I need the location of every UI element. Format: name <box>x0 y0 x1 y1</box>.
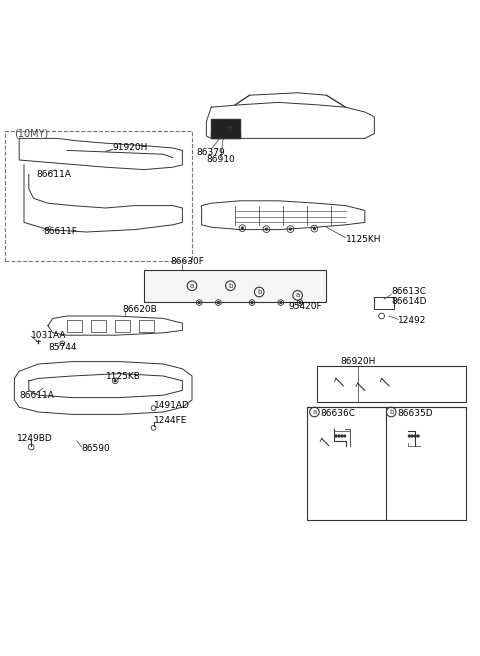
Text: 86614D: 86614D <box>391 297 427 306</box>
FancyBboxPatch shape <box>139 320 154 332</box>
FancyBboxPatch shape <box>144 270 326 302</box>
Circle shape <box>289 228 291 230</box>
Text: 86620B: 86620B <box>122 305 157 314</box>
Circle shape <box>265 228 267 230</box>
Circle shape <box>408 435 410 437</box>
FancyBboxPatch shape <box>91 320 106 332</box>
FancyBboxPatch shape <box>67 320 82 332</box>
Text: a: a <box>190 283 194 289</box>
Text: 86630F: 86630F <box>170 257 204 266</box>
Text: 86379: 86379 <box>197 148 226 157</box>
Text: 1491AD: 1491AD <box>154 401 190 410</box>
Text: 85744: 85744 <box>48 342 76 352</box>
Text: 86611A: 86611A <box>36 170 71 179</box>
Circle shape <box>417 435 419 437</box>
Text: a: a <box>312 409 316 415</box>
Polygon shape <box>211 119 240 138</box>
Text: 86910: 86910 <box>206 155 235 163</box>
Circle shape <box>114 380 116 382</box>
Text: b: b <box>389 409 394 415</box>
Circle shape <box>414 435 416 437</box>
Circle shape <box>341 435 343 437</box>
Circle shape <box>241 227 243 229</box>
Text: 86590: 86590 <box>82 445 110 453</box>
Text: 86635D: 86635D <box>397 409 433 418</box>
FancyBboxPatch shape <box>307 407 466 520</box>
FancyBboxPatch shape <box>317 367 466 402</box>
Circle shape <box>299 302 301 304</box>
Circle shape <box>335 435 337 437</box>
Text: 86636C: 86636C <box>321 409 356 418</box>
Circle shape <box>198 302 200 304</box>
Text: 86920H: 86920H <box>341 357 376 366</box>
Circle shape <box>217 302 219 304</box>
Text: b: b <box>228 283 233 289</box>
Text: 86613C: 86613C <box>391 287 426 297</box>
Text: 12492: 12492 <box>398 316 427 325</box>
Text: 86611A: 86611A <box>19 391 54 400</box>
Circle shape <box>344 435 346 437</box>
Text: 1125KB: 1125KB <box>106 373 141 381</box>
Text: (10MY): (10MY) <box>14 129 48 138</box>
Text: 1244FE: 1244FE <box>154 416 187 424</box>
Text: 1031AA: 1031AA <box>31 331 67 340</box>
Text: a: a <box>296 293 300 298</box>
Circle shape <box>251 302 253 304</box>
Circle shape <box>338 435 340 437</box>
Text: 91920H: 91920H <box>113 144 148 152</box>
Circle shape <box>313 228 315 230</box>
Text: 1125KH: 1125KH <box>346 235 381 243</box>
Text: 1249BD: 1249BD <box>17 434 52 443</box>
Circle shape <box>411 435 413 437</box>
FancyBboxPatch shape <box>115 320 130 332</box>
Circle shape <box>280 302 282 304</box>
Text: b: b <box>257 289 262 295</box>
Text: 95420F: 95420F <box>288 302 322 311</box>
Text: 86611F: 86611F <box>43 228 77 237</box>
